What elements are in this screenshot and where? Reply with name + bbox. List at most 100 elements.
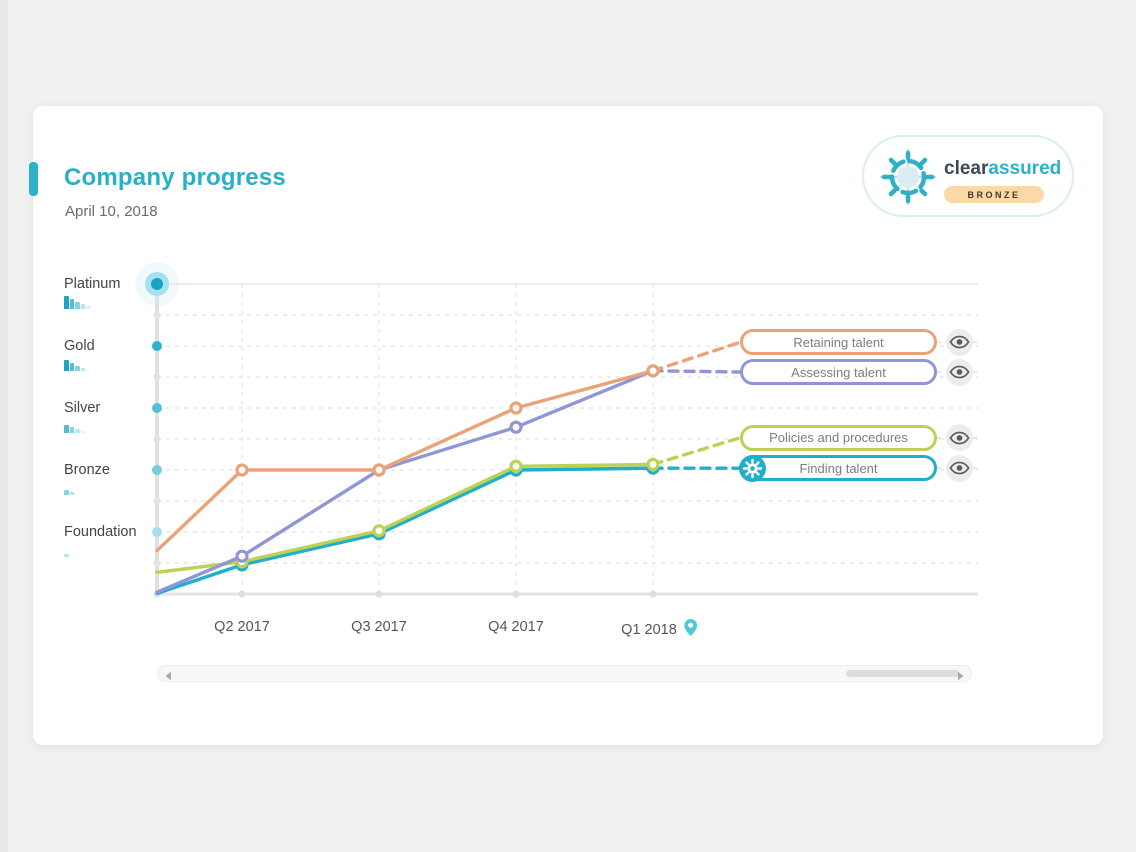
baseline-dot <box>375 590 383 598</box>
series-line <box>155 462 655 574</box>
level-bar <box>64 490 69 495</box>
brand-clear: clear <box>944 158 989 179</box>
series-marker <box>372 463 386 477</box>
quarter-label: Q1 2018 <box>621 621 677 638</box>
series-marker <box>509 401 523 415</box>
level-bar <box>69 427 74 433</box>
eye-icon-assessing-talent[interactable] <box>946 358 973 386</box>
series-marker <box>646 457 660 472</box>
level-bars-icon <box>64 543 156 557</box>
report-date: April 10, 2018 <box>65 203 158 220</box>
quarter-label: Q2 2017 <box>214 619 270 635</box>
scroll-right-arrow[interactable] <box>956 669 966 681</box>
level-label-silver: Silver <box>64 400 156 433</box>
page-title: Company progress <box>64 164 286 191</box>
legend-row-policies-procedures: Policies and procedures <box>740 424 1000 452</box>
legend-row-finding-talent: Finding talent <box>739 454 1000 483</box>
series-pill-retaining-talent[interactable]: Retaining talent <box>740 329 937 356</box>
series-marker <box>509 459 523 473</box>
series-label: Retaining talent <box>793 334 884 350</box>
series-marker <box>646 461 660 475</box>
title-accent-bar <box>29 162 38 196</box>
level-bars-icon <box>64 357 156 371</box>
location-pin-icon <box>683 619 697 640</box>
timeline-scrollbar[interactable] <box>157 665 972 682</box>
level-bar <box>75 366 80 371</box>
level-bars-icon <box>64 295 156 309</box>
level-name: Bronze <box>64 462 110 478</box>
series-pill-assessing-talent[interactable]: Assessing talent <box>740 359 937 386</box>
series-line <box>155 369 655 553</box>
series-projection-line <box>651 436 742 467</box>
baseline-dot <box>153 590 161 598</box>
x-label-q1-2018: Q1 2018 <box>621 619 697 640</box>
series-marker <box>372 524 386 538</box>
series-projection-line <box>651 340 742 373</box>
level-name: Gold <box>64 338 95 354</box>
level-bar <box>80 368 85 371</box>
accreditation-badge: BRONZE <box>944 186 1044 203</box>
level-bar <box>64 296 69 309</box>
level-bar <box>64 425 69 433</box>
level-label-gold: Gold <box>64 338 156 371</box>
quarter-label: Q4 2017 <box>488 619 544 635</box>
series-marker <box>509 463 523 477</box>
series-marker <box>235 463 249 477</box>
level-name: Platinum <box>64 276 121 292</box>
series-marker <box>646 364 660 378</box>
series-marker <box>235 555 249 569</box>
series-marker <box>372 527 386 541</box>
level-bar <box>69 492 74 495</box>
baseline-dot <box>238 590 246 598</box>
level-bars-icon <box>64 481 156 495</box>
series-marker <box>235 549 249 563</box>
scrollbar-thumb[interactable] <box>846 670 959 677</box>
level-bar <box>64 554 69 557</box>
level-bar <box>69 363 74 371</box>
baseline-dot <box>649 590 657 598</box>
eye-icon-finding-talent[interactable] <box>946 454 973 482</box>
series-marker <box>509 420 523 434</box>
x-label-q2-2017: Q2 2017 <box>214 619 270 635</box>
axis-minor-dot <box>153 311 161 319</box>
axis-minor-dot <box>153 435 161 443</box>
ships-wheel-icon <box>876 145 940 214</box>
level-bar <box>86 306 91 309</box>
x-label-q3-2017: Q3 2017 <box>351 619 407 635</box>
series-pill-finding-talent[interactable]: Finding talent <box>739 455 937 483</box>
series-marker <box>646 364 660 378</box>
eye-icon-retaining-talent[interactable] <box>946 328 973 356</box>
series-projection-line <box>651 369 742 374</box>
x-label-q4-2017: Q4 2017 <box>488 619 544 635</box>
baseline-dot <box>512 590 520 598</box>
series-marker <box>235 558 249 572</box>
axis-minor-dot <box>153 497 161 505</box>
legend-row-retaining-talent: Retaining talent <box>740 328 1000 356</box>
level-bar <box>75 302 80 309</box>
series-label: Assessing talent <box>791 364 886 380</box>
eye-icon-policies-and-procedures[interactable] <box>946 424 973 452</box>
level-label-platinum: Platinum <box>64 276 156 309</box>
quarter-label: Q3 2017 <box>351 619 407 635</box>
series-label: Policies and procedures <box>769 430 908 446</box>
series-marker <box>372 463 386 477</box>
level-bars-icon <box>64 419 156 433</box>
series-line <box>155 466 655 596</box>
axis-minor-dot <box>153 373 161 381</box>
level-label-bronze: Bronze <box>64 462 156 495</box>
axis-minor-dot <box>153 559 161 567</box>
scroll-left-arrow[interactable] <box>163 669 173 681</box>
level-bar <box>64 360 69 371</box>
series-label: Finding talent <box>799 460 878 476</box>
level-bar <box>69 299 74 309</box>
level-bar <box>75 429 80 433</box>
series-line <box>155 369 655 594</box>
level-label-foundation: Foundation <box>64 524 156 557</box>
series-pill-policies-and-procedures[interactable]: Policies and procedures <box>740 424 937 451</box>
gear-icon[interactable] <box>739 455 766 483</box>
brand-wordmark: clearassured <box>944 158 1061 180</box>
level-name: Silver <box>64 400 101 416</box>
legend-row-assessing-talent: Assessing talent <box>740 358 1000 386</box>
brand-assured: assured <box>988 158 1062 179</box>
level-name: Foundation <box>64 524 137 540</box>
